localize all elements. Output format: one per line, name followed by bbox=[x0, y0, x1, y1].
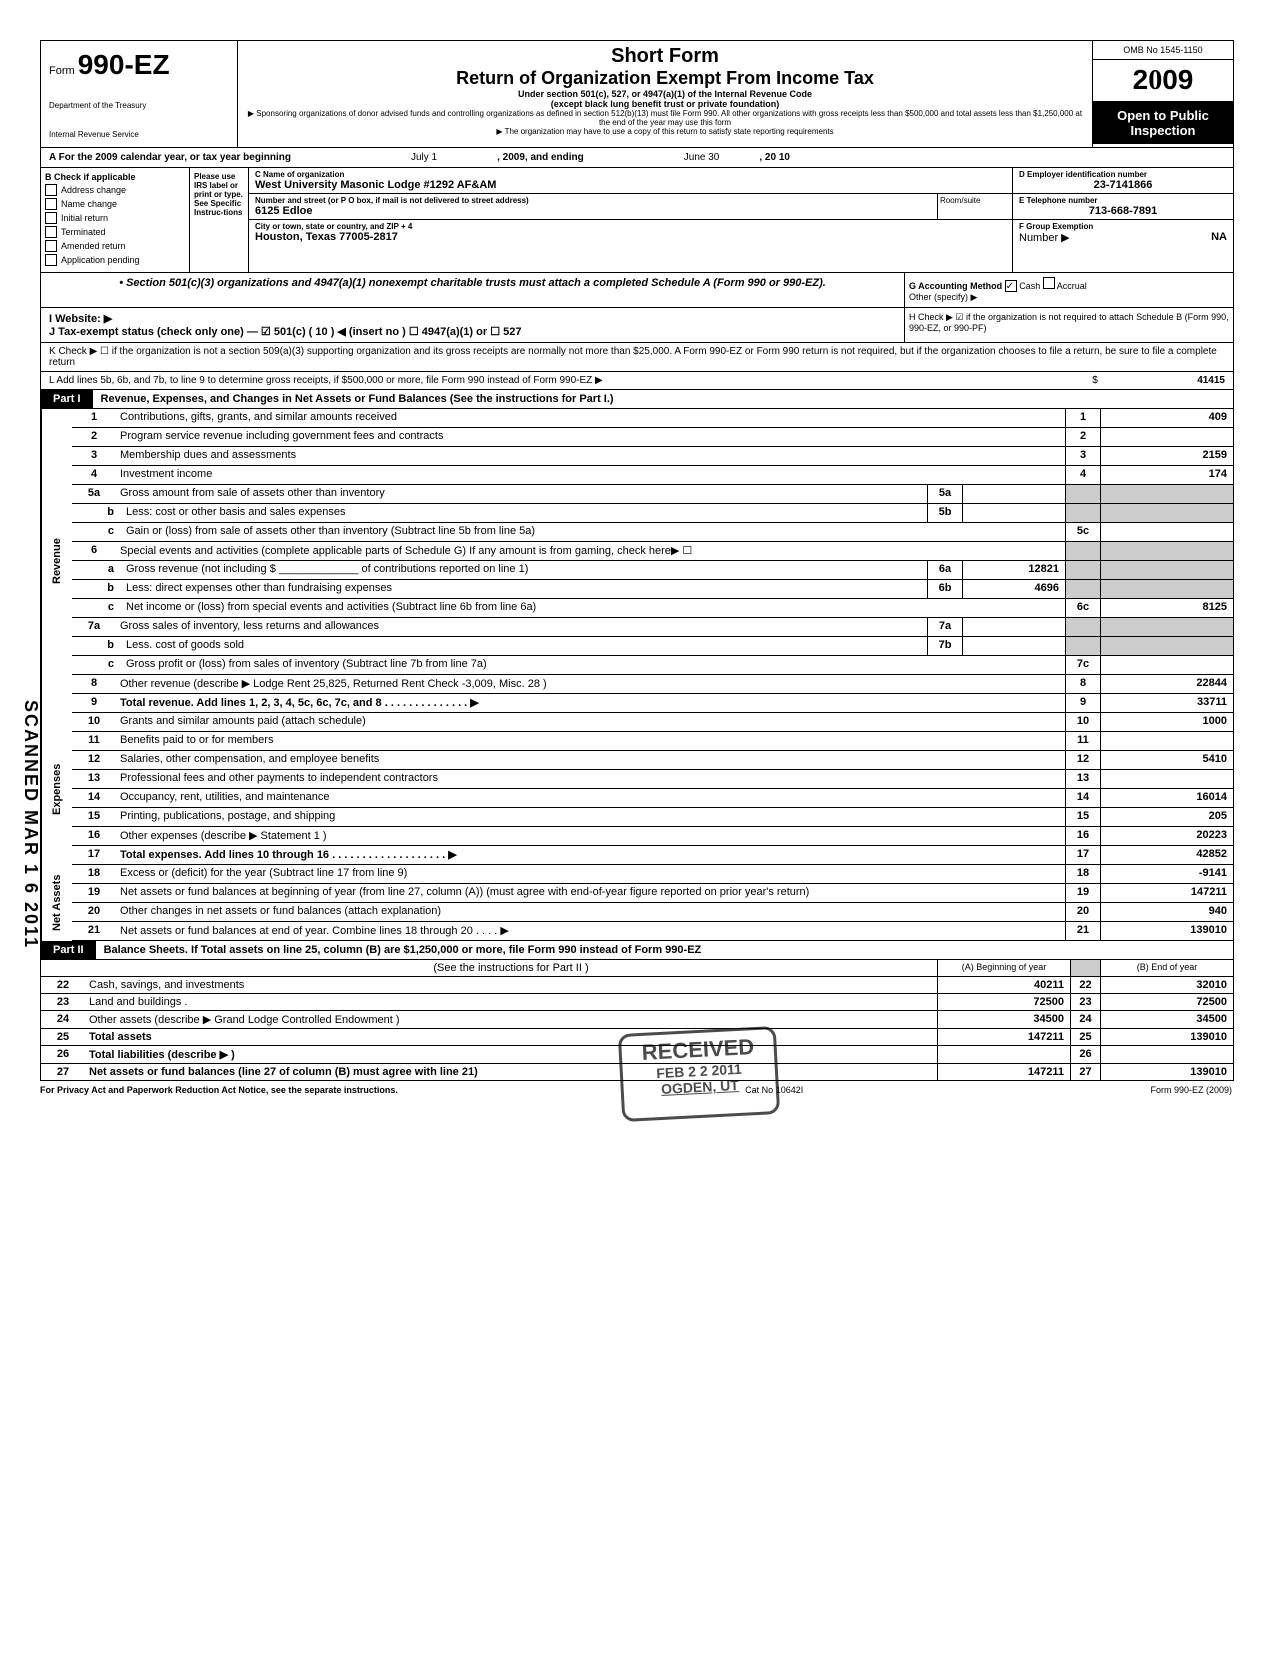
val-11 bbox=[1101, 732, 1233, 750]
subtitle1: Under section 501(c), 527, or 4947(a)(1)… bbox=[246, 89, 1084, 99]
val-15: 205 bbox=[1101, 808, 1233, 826]
note2: ▶ The organization may have to use a cop… bbox=[246, 127, 1084, 136]
part2-cols: (See the instructions for Part II ) (A) … bbox=[41, 960, 1233, 977]
bs-27a: 147211 bbox=[937, 1064, 1070, 1080]
dept-treasury: Department of the Treasury bbox=[49, 101, 229, 110]
check-terminated[interactable]: Terminated bbox=[45, 226, 185, 238]
form-number: 990-EZ bbox=[78, 49, 170, 80]
org-name: West University Masonic Lodge #1292 AF&A… bbox=[255, 179, 1006, 191]
room-suite: Room/suite bbox=[937, 194, 1012, 220]
check-initial[interactable]: Initial return bbox=[45, 212, 185, 224]
val-8: 22844 bbox=[1101, 675, 1233, 693]
tax-year: 2009 bbox=[1093, 60, 1233, 102]
bs-27b: 139010 bbox=[1101, 1064, 1233, 1080]
bs-26b bbox=[1101, 1046, 1233, 1063]
check-name[interactable]: Name change bbox=[45, 198, 185, 210]
side-expenses: Expenses bbox=[41, 713, 72, 865]
bs-23a: 72500 bbox=[937, 994, 1070, 1010]
scanned-stamp: SCANNED MAR 1 6 2011 bbox=[20, 700, 41, 949]
bs-26a bbox=[937, 1046, 1070, 1063]
col-d: D Employer identification number 23-7141… bbox=[1012, 168, 1233, 272]
subtitle2: (except black lung benefit trust or priv… bbox=[246, 99, 1084, 109]
return-title: Return of Organization Exempt From Incom… bbox=[246, 68, 1084, 89]
val-7c bbox=[1101, 656, 1233, 674]
section-bcd: B Check if applicable Address change Nam… bbox=[41, 168, 1233, 273]
bs-25a: 147211 bbox=[937, 1029, 1070, 1045]
bs-23b: 72500 bbox=[1101, 994, 1233, 1010]
open-public: Open to Public Inspection bbox=[1093, 102, 1233, 144]
section-501c3: • Section 501(c)(3) organizations and 49… bbox=[41, 273, 904, 307]
note1: ▶ Sponsoring organizations of donor advi… bbox=[246, 109, 1084, 127]
omb-number: OMB No 1545-1150 bbox=[1093, 41, 1233, 60]
bs-22a: 40211 bbox=[937, 977, 1070, 993]
val-20: 940 bbox=[1101, 903, 1233, 921]
header-right: OMB No 1545-1150 2009 Open to Public Ins… bbox=[1092, 41, 1233, 147]
line-k: K Check ▶ ☐ if the organization is not a… bbox=[41, 343, 1233, 372]
form-990ez: Form 990-EZ Department of the Treasury I… bbox=[40, 40, 1234, 1081]
line-a: A For the 2009 calendar year, or tax yea… bbox=[41, 148, 1233, 168]
check-cash[interactable] bbox=[1005, 280, 1017, 292]
bs-25b: 139010 bbox=[1101, 1029, 1233, 1045]
group-exemption: NA bbox=[1211, 231, 1227, 244]
bs-24a: 34500 bbox=[937, 1011, 1070, 1028]
col-c: C Name of organization West University M… bbox=[249, 168, 1012, 272]
val-9: 33711 bbox=[1101, 694, 1233, 712]
val-6b: 4696 bbox=[963, 580, 1065, 598]
received-stamp: RECEIVED FEB 2 2 2011 OGDEN, UT bbox=[618, 1026, 781, 1122]
val-17: 42852 bbox=[1101, 846, 1233, 864]
form-word: Form bbox=[49, 65, 75, 77]
check-pending[interactable]: Application pending bbox=[45, 254, 185, 266]
col-b: B Check if applicable Address change Nam… bbox=[41, 168, 189, 272]
check-amended[interactable]: Amended return bbox=[45, 240, 185, 252]
val-2 bbox=[1101, 428, 1233, 446]
bs-24b: 34500 bbox=[1101, 1011, 1233, 1028]
check-accrual[interactable] bbox=[1043, 277, 1055, 289]
form-header: Form 990-EZ Department of the Treasury I… bbox=[41, 41, 1233, 148]
val-12: 5410 bbox=[1101, 751, 1233, 769]
short-form-title: Short Form bbox=[246, 45, 1084, 68]
line-j: J Tax-exempt status (check only one) — ☑… bbox=[49, 325, 896, 338]
val-6a: 12821 bbox=[963, 561, 1065, 579]
val-1: 409 bbox=[1101, 409, 1233, 427]
header-center: Short Form Return of Organization Exempt… bbox=[238, 41, 1092, 147]
org-city: Houston, Texas 77005-2817 bbox=[255, 231, 1006, 243]
ein: 23-7141866 bbox=[1019, 179, 1227, 191]
val-10: 1000 bbox=[1101, 713, 1233, 731]
val-14: 16014 bbox=[1101, 789, 1233, 807]
header-left: Form 990-EZ Department of the Treasury I… bbox=[41, 41, 238, 147]
line-i: I Website: ▶ bbox=[49, 312, 896, 325]
val-21: 139010 bbox=[1101, 922, 1233, 940]
side-netassets: Net Assets bbox=[41, 865, 72, 941]
check-address[interactable]: Address change bbox=[45, 184, 185, 196]
dept-irs: Internal Revenue Service bbox=[49, 130, 229, 139]
line-l: L Add lines 5b, 6b, and 7b, to line 9 to… bbox=[41, 372, 1233, 390]
please-instructions: Please use IRS label or print or type. S… bbox=[189, 168, 249, 272]
part1-header: Part I Revenue, Expenses, and Changes in… bbox=[41, 390, 1233, 409]
val-5c bbox=[1101, 523, 1233, 541]
org-street: 6125 Edloe bbox=[255, 205, 931, 217]
side-revenue: Revenue bbox=[41, 409, 72, 713]
bs-22b: 32010 bbox=[1101, 977, 1233, 993]
section-h: H Check ▶ ☑ if the organization is not r… bbox=[904, 308, 1233, 342]
val-16: 20223 bbox=[1101, 827, 1233, 845]
telephone: 713-668-7891 bbox=[1019, 205, 1227, 217]
val-13 bbox=[1101, 770, 1233, 788]
section-g: G Accounting Method Cash Accrual Other (… bbox=[904, 273, 1233, 307]
val-6c: 8125 bbox=[1101, 599, 1233, 617]
val-19: 147211 bbox=[1101, 884, 1233, 902]
val-4: 174 bbox=[1101, 466, 1233, 484]
part2-header: Part II Balance Sheets. If Total assets … bbox=[41, 941, 1233, 960]
val-3: 2159 bbox=[1101, 447, 1233, 465]
val-18: -9141 bbox=[1101, 865, 1233, 883]
